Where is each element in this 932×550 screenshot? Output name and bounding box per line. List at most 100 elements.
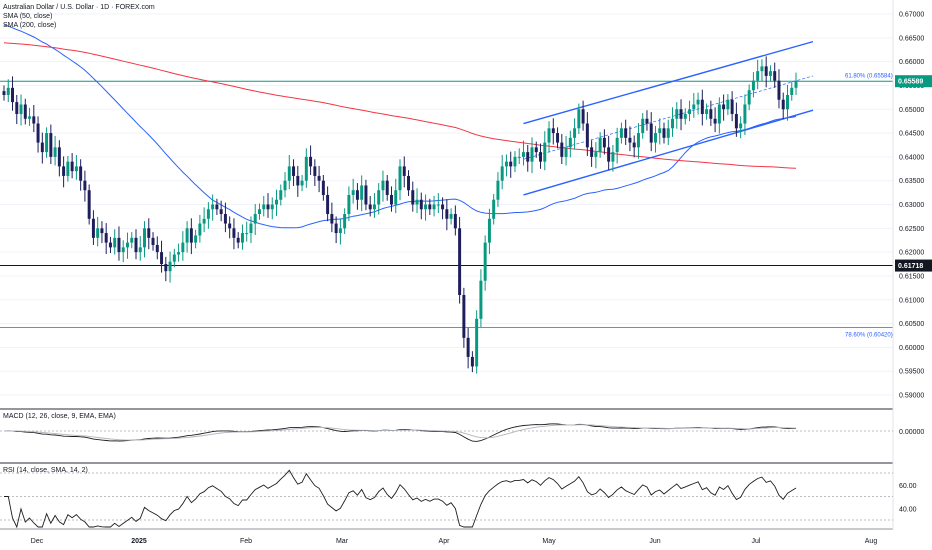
candle-body (309, 156, 313, 167)
rsi-pane[interactable]: 60.00 40.00 (0, 469, 917, 529)
candle-body (619, 128, 623, 138)
candle-body (713, 118, 717, 124)
candle-body (28, 116, 32, 119)
rsi-tick-60: 60.00 (899, 483, 917, 490)
candle-body (219, 209, 223, 215)
candle-body (615, 137, 619, 153)
candle-body (760, 66, 764, 72)
candle-body (564, 147, 568, 157)
candle-body (364, 185, 368, 205)
candle-body (151, 237, 155, 245)
candle-body (773, 71, 777, 81)
candle-body (292, 166, 296, 176)
sma200-legend[interactable]: SMA (200, close) (3, 22, 57, 29)
candle-body (628, 137, 632, 143)
candle-body (108, 242, 112, 248)
candle-body (726, 99, 730, 110)
candle-body (249, 223, 253, 234)
candle-body (645, 118, 649, 124)
candle-body (262, 204, 266, 210)
candle-body (700, 99, 704, 115)
candle-body (407, 175, 411, 191)
candle-body (636, 133, 640, 148)
sma50-legend[interactable]: SMA (50, close) (3, 13, 53, 20)
candle-body (424, 204, 428, 210)
candle-body (696, 99, 700, 105)
candle-body (658, 128, 662, 134)
candle-body (666, 128, 670, 138)
candle-body (283, 180, 287, 191)
fib-786-label: 78.60% (0.60420) (845, 332, 893, 338)
candle-body (147, 228, 151, 238)
candle-body (104, 233, 108, 243)
candle-body (556, 133, 560, 143)
price-tick-label: 0.61500 (899, 273, 924, 280)
candle-body (232, 228, 236, 238)
candle-body (138, 247, 142, 253)
candle-body (70, 161, 74, 172)
candle-body (790, 87, 794, 95)
candle-body (453, 214, 457, 229)
chart-legend: Australian Dollar / U.S. Dollar · 1D · F… (3, 3, 155, 30)
rsi-legend[interactable]: RSI (14, close, SMA, 14, 2) (3, 467, 88, 474)
candle-body (23, 104, 27, 119)
sma50-line (3, 24, 797, 229)
time-tick-label: Mar (336, 538, 349, 545)
candle-body (321, 180, 325, 195)
candle-body (611, 152, 615, 162)
candle-body (266, 204, 270, 210)
candle-body (181, 242, 185, 253)
candle-body (671, 118, 675, 129)
candle-body (100, 228, 104, 234)
macd-legend[interactable]: MACD (12, 26, close, 9, EMA, EMA) (3, 413, 116, 420)
candle-body (130, 237, 134, 243)
candle-body (11, 87, 15, 103)
candle-body (415, 199, 419, 205)
candle-body (777, 80, 781, 100)
time-axis[interactable]: Dec 2025 Feb Mar Apr May Jun Jul Aug (31, 538, 878, 545)
candle-body (360, 185, 364, 200)
candle-body (577, 109, 581, 129)
candle-body (270, 204, 274, 210)
candle-body (394, 190, 398, 205)
candle-body (66, 161, 70, 176)
price-tick-label: 0.63500 (899, 178, 924, 185)
channel-lower-line (523, 109, 814, 196)
price-tick-label: 0.60000 (899, 345, 924, 352)
candle-body (662, 128, 666, 138)
symbol-title[interactable]: Australian Dollar / U.S. Dollar · 1D · F… (3, 4, 155, 11)
candle-body (607, 147, 611, 162)
candle-body (458, 228, 462, 295)
candle-body (372, 204, 376, 210)
candle-body (730, 99, 734, 115)
candle-body (751, 80, 755, 91)
candle-body (377, 190, 381, 205)
candle-body (768, 71, 772, 76)
last-price-text: 0.65589 (898, 79, 923, 86)
candle-body (53, 147, 57, 157)
candle-body (513, 156, 517, 167)
candle-body (496, 180, 500, 200)
time-tick-label: Aug (865, 538, 878, 545)
candle-body (705, 109, 709, 115)
candle-body (547, 128, 551, 143)
price-tick-label: 0.61000 (899, 297, 924, 304)
candle-body (534, 147, 538, 153)
candle-body (530, 147, 534, 162)
macd-pane[interactable]: 0.00000 (0, 423, 924, 442)
candle-body (568, 137, 572, 148)
candle-body (194, 235, 198, 243)
candle-body (436, 204, 440, 206)
candle-body (228, 223, 232, 229)
candle-body (419, 199, 423, 210)
time-tick-label: Dec (31, 538, 44, 545)
candle-body (445, 209, 449, 219)
candle-body (2, 91, 6, 95)
candle-body (500, 166, 504, 181)
macd-zero-label: 0.00000 (899, 429, 924, 436)
candle-body (487, 218, 491, 243)
candle-body (275, 199, 279, 205)
candle-body (164, 264, 168, 272)
candle-body (398, 166, 402, 191)
